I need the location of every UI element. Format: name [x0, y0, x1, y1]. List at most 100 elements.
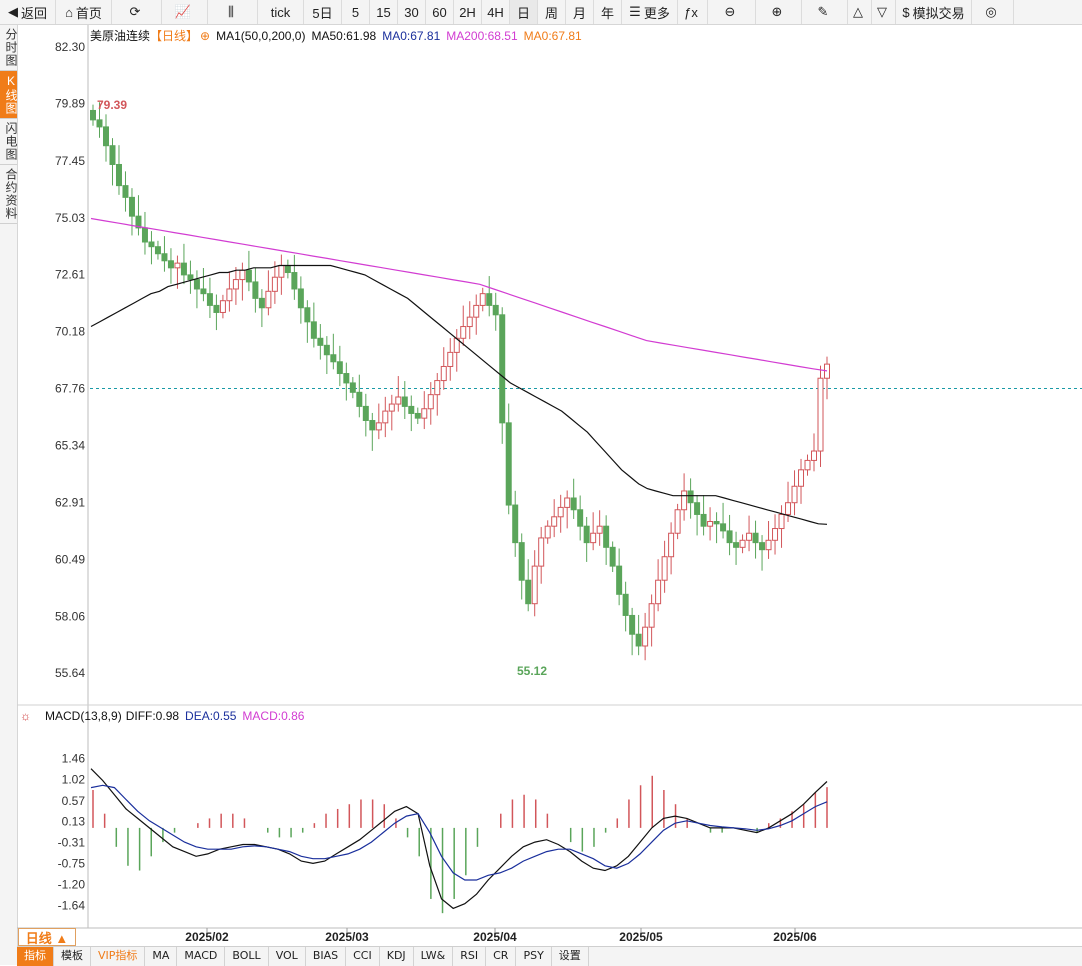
- candle-body: [271, 276, 278, 292]
- candle-body: [564, 497, 571, 508]
- candle-body: [609, 546, 616, 567]
- toolbar-period-10[interactable]: 60: [426, 0, 454, 24]
- toolbar-function-button[interactable]: ƒx: [678, 0, 708, 24]
- candle-body: [466, 316, 473, 328]
- toolbar-refresh-button[interactable]: ⟳: [112, 0, 162, 24]
- toolbar-label: 更多: [643, 5, 670, 21]
- x-tick-label: 2025/06: [773, 930, 817, 944]
- candle-body: [200, 288, 207, 295]
- toolbar-label: 返回: [20, 5, 47, 21]
- toolbar-label: 5: [351, 4, 360, 20]
- candle-body: [460, 326, 467, 339]
- toolbar-zoom-out-button[interactable]: ⊖: [708, 0, 756, 24]
- candle-body: [694, 502, 701, 515]
- candle-body: [193, 279, 200, 290]
- candle-body: [161, 253, 168, 262]
- candle-body: [180, 262, 187, 276]
- top-toolbar: ◀ 返回 ⌂ 首页 ⟳ 📈 ⫼ tick 5日 5 15 30 60 2H 4H 日周月年 ☰ 更多 ƒx ⊖ ⊕ ✎ △ ▽…: [0, 0, 1082, 25]
- back-arrow-icon: ◀: [7, 4, 18, 19]
- candle-body: [154, 246, 161, 255]
- indicator-tab-2[interactable]: VIP指标: [91, 947, 146, 966]
- candle-body: [187, 274, 194, 281]
- indicator-tab-12[interactable]: CR: [486, 947, 517, 966]
- candle-body: [804, 459, 811, 471]
- candle-body: [278, 264, 285, 278]
- toolbar-label: 2H: [459, 4, 476, 20]
- indicator-tab-4[interactable]: MACD: [177, 947, 226, 966]
- price-tick-label: 79.89: [55, 97, 85, 111]
- indicator-tab-3[interactable]: MA: [145, 947, 178, 966]
- candle-body: [817, 377, 824, 452]
- toolbar-menu-17[interactable]: ☰ 更多: [622, 0, 678, 24]
- toolbar-period-11[interactable]: 2H: [454, 0, 482, 24]
- toolbar-period-12[interactable]: 4H: [482, 0, 510, 24]
- left-tab-3[interactable]: 合约资料: [0, 165, 18, 224]
- toolbar-period-5[interactable]: tick: [258, 0, 304, 24]
- candle-body: [206, 293, 213, 306]
- diff-line: [90, 768, 828, 910]
- indicator-tab-6[interactable]: VOL: [269, 947, 306, 966]
- toolbar-label: 首页: [75, 5, 102, 21]
- candle-body: [505, 422, 512, 506]
- toolbar-candlestick-button[interactable]: ⫼: [208, 0, 258, 24]
- candle-body: [811, 450, 818, 461]
- indicator-tab-13[interactable]: PSY: [516, 947, 552, 966]
- toolbar-period-16[interactable]: 年: [594, 0, 622, 24]
- zoom-in-icon: ⊕: [771, 4, 783, 19]
- indicator-tab-9[interactable]: KDJ: [380, 947, 414, 966]
- indicator-tab-1[interactable]: 模板: [54, 947, 91, 966]
- candle-body: [824, 363, 830, 379]
- toolbar-period-8[interactable]: 15: [370, 0, 398, 24]
- period-selector[interactable]: 日线 ▲: [18, 928, 76, 946]
- toolbar-chart-line-button[interactable]: 📈: [162, 0, 208, 24]
- price-tick-label: 65.34: [55, 438, 85, 452]
- toolbar-period-15[interactable]: 月: [566, 0, 594, 24]
- toolbar-zoom-in-button[interactable]: ⊕: [756, 0, 802, 24]
- indicator-tab-8[interactable]: CCI: [346, 947, 380, 966]
- candle-body: [512, 504, 519, 544]
- toolbar-label: 月: [572, 5, 586, 21]
- candle-body: [213, 304, 220, 313]
- toolbar-dollar-24[interactable]: $ 模拟交易: [896, 0, 972, 24]
- price-tick-label: 72.61: [55, 268, 85, 282]
- candle-body: [388, 403, 395, 412]
- indicator-tab-11[interactable]: RSI: [453, 947, 487, 966]
- indicator-tab-7[interactable]: BIAS: [306, 947, 347, 966]
- toolbar-settings-button[interactable]: ◎: [972, 0, 1014, 24]
- toolbar-label: 周: [544, 5, 558, 21]
- macd-settings-icon[interactable]: ☼: [20, 709, 31, 723]
- toolbar-triangle-up-button[interactable]: △: [848, 0, 872, 24]
- settings-icon[interactable]: ⊕: [200, 28, 211, 43]
- refresh-icon: ⟳: [129, 4, 141, 19]
- candle-body: [310, 321, 317, 339]
- candle-body: [317, 337, 324, 346]
- toolbar-period-9[interactable]: 30: [398, 0, 426, 24]
- indicator-tab-14[interactable]: 设置: [552, 947, 589, 966]
- candle-body: [746, 532, 753, 541]
- indicator-tab-5[interactable]: BOLL: [225, 947, 269, 966]
- candle-body: [440, 365, 447, 382]
- legend-ma0a: MA0:67.81: [382, 28, 441, 43]
- candle-body: [661, 556, 668, 581]
- candle-body: [499, 314, 506, 424]
- left-tab-1[interactable]: K线图: [0, 71, 18, 119]
- candle-body: [174, 262, 181, 269]
- candle-body: [375, 422, 382, 431]
- toolbar-pen-button[interactable]: ✎: [802, 0, 848, 24]
- indicator-tab-0[interactable]: 指标: [17, 947, 54, 966]
- legend-ma-name: MA1(50,0,200,0): [216, 28, 306, 43]
- left-tab-0[interactable]: 分时图: [0, 25, 18, 71]
- toolbar-home-1[interactable]: ⌂ 首页: [56, 0, 112, 24]
- candle-body: [733, 542, 740, 548]
- toolbar-back-arrow-0[interactable]: ◀ 返回: [0, 0, 56, 24]
- indicator-tab-10[interactable]: LW&: [414, 947, 454, 966]
- toolbar-period-14[interactable]: 周: [538, 0, 566, 24]
- toolbar-period-13[interactable]: 日: [510, 0, 538, 24]
- toolbar-triangle-down-button[interactable]: ▽: [872, 0, 896, 24]
- candle-body: [473, 304, 480, 318]
- toolbar-period-6[interactable]: 5日: [304, 0, 342, 24]
- left-tab-2[interactable]: 闪电图: [0, 119, 18, 165]
- toolbar-period-7[interactable]: 5: [342, 0, 370, 24]
- candle-body: [349, 382, 356, 393]
